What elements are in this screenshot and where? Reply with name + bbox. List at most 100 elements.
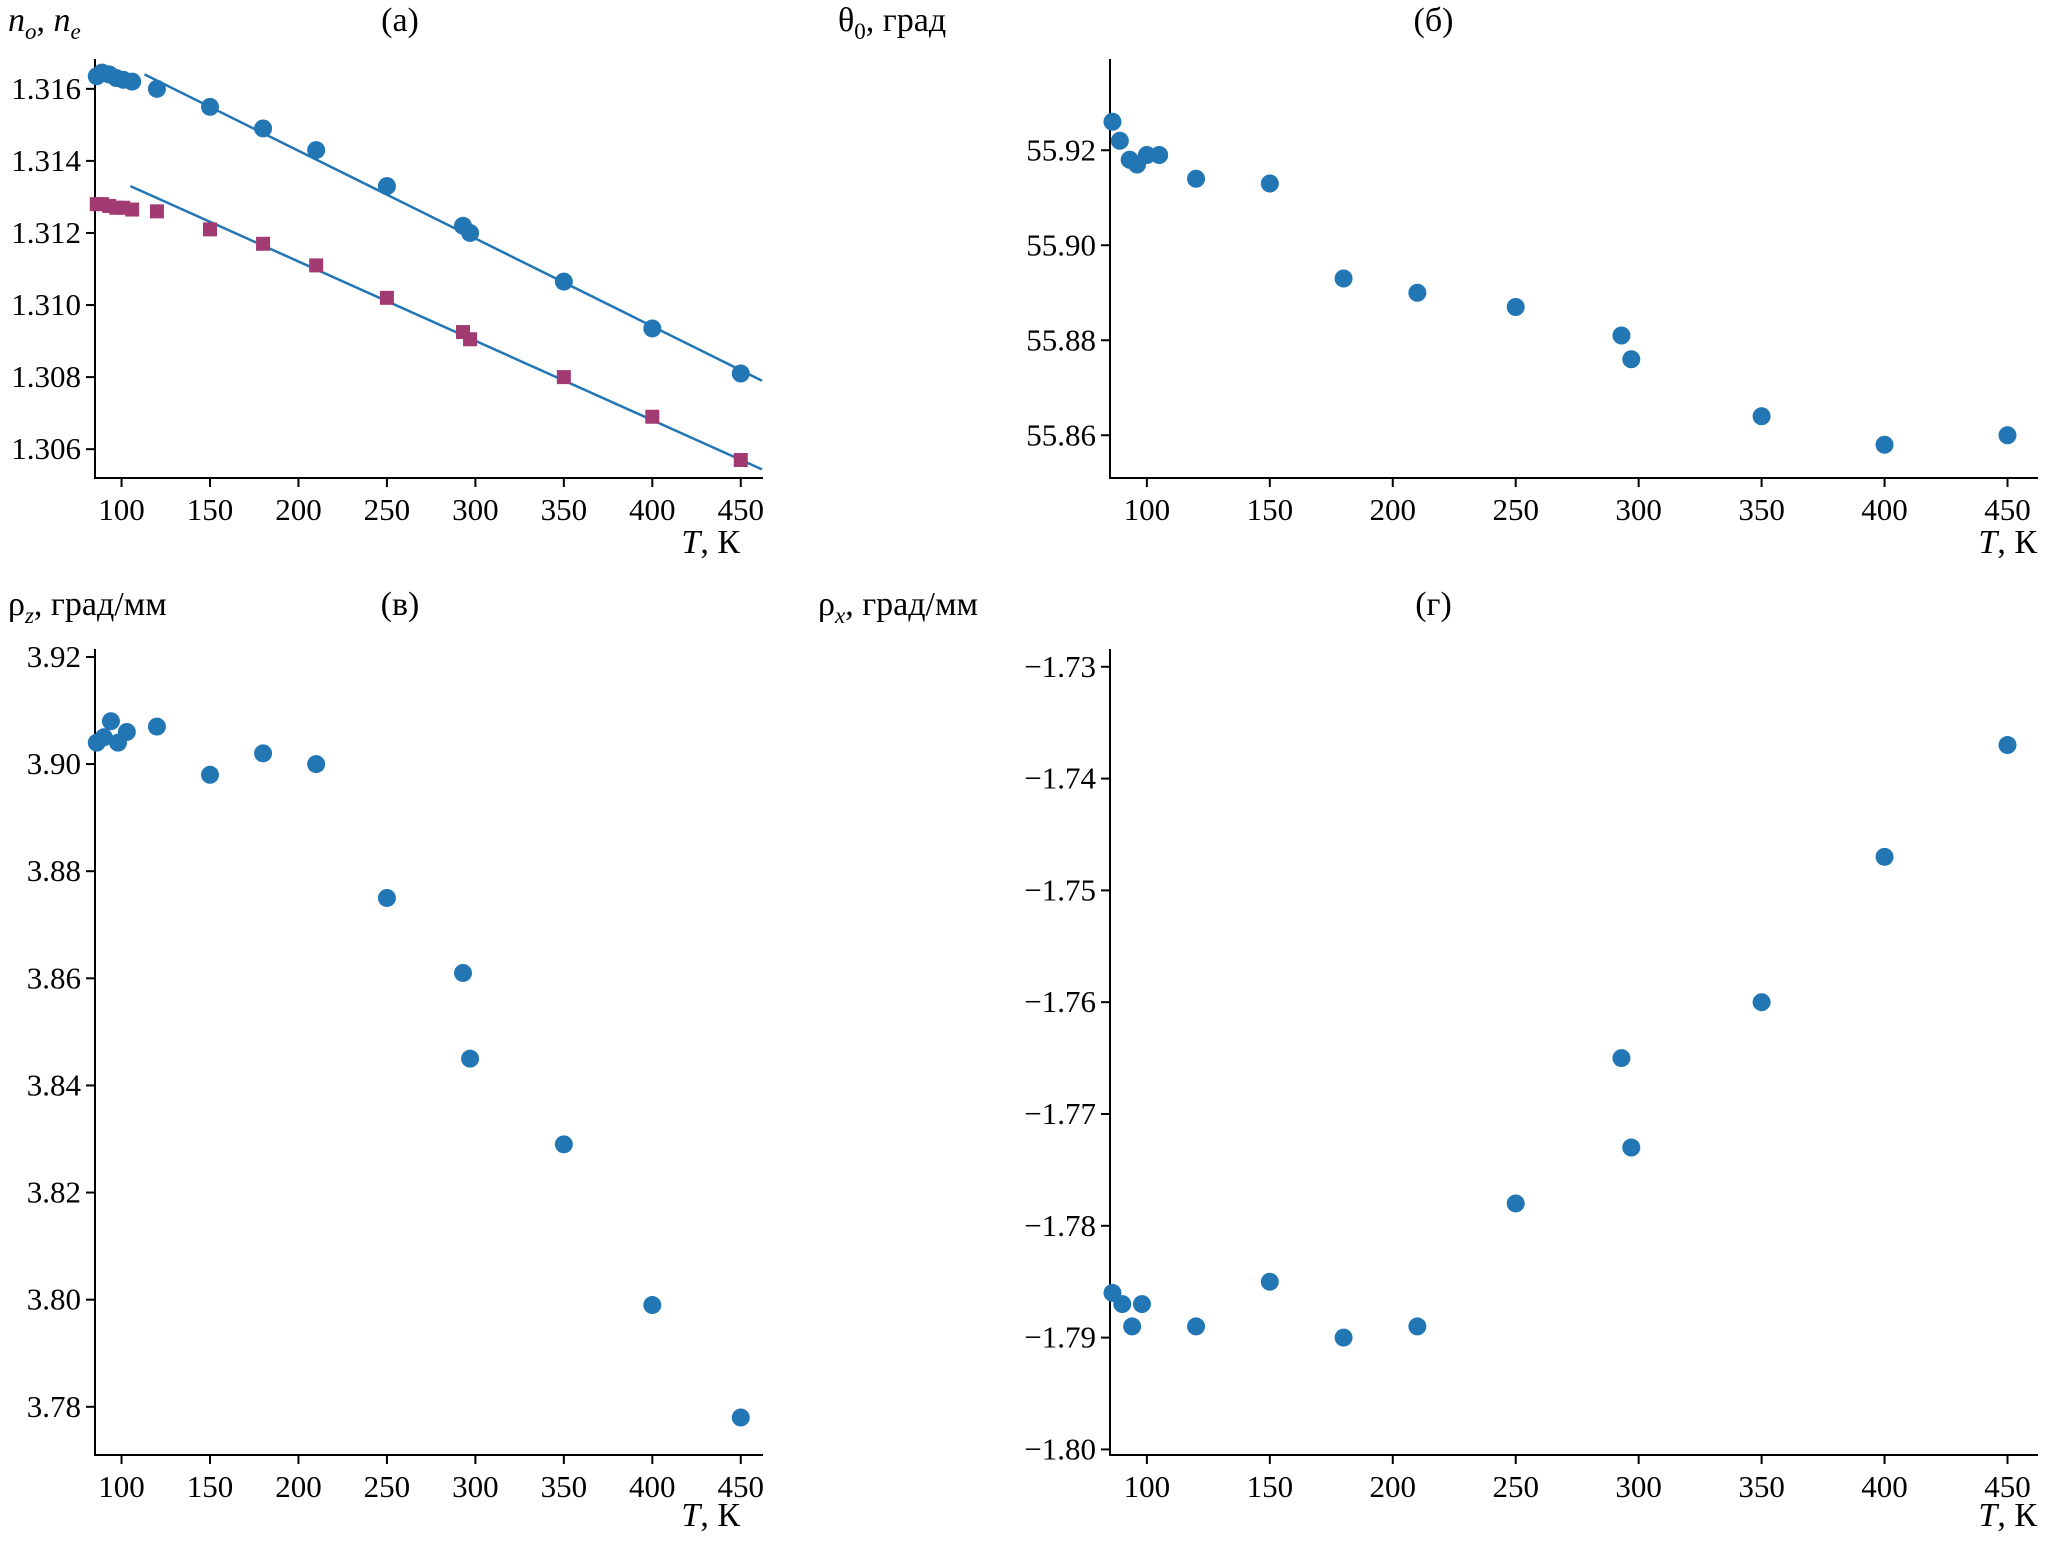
chart-panel-g: (г) ρx, град/мм T, К 100 150 200 250 300 350 4… [800, 570, 2067, 1543]
y-tick-label: 3.78 [27, 1389, 81, 1424]
y-tick-label: −1.73 [1024, 649, 1096, 684]
data-point-circle [101, 712, 120, 731]
x-tick-label: 100 [1124, 492, 1171, 527]
y-axis-label-b: θ0, град [838, 2, 947, 44]
data-point-circle [1123, 1317, 1142, 1336]
data-point-circle [554, 1135, 573, 1154]
data-point-circle [1752, 407, 1771, 426]
y-tick-label: 3.86 [27, 960, 81, 995]
y-tick-label: 55.90 [1026, 227, 1096, 262]
data-point-circle [1132, 1295, 1151, 1314]
data-point-square [733, 452, 748, 467]
data-point-circle [1150, 146, 1169, 164]
data-point-circle [731, 1408, 750, 1427]
data-point-circle [377, 177, 396, 196]
data-point-circle [94, 728, 113, 747]
data-point-circle [1187, 1317, 1206, 1336]
data-point-circle [1612, 1049, 1631, 1068]
fit-line [143, 73, 763, 382]
x-tick-label: 300 [1615, 1469, 1662, 1504]
data-point-circle [254, 744, 273, 763]
chart-panel-v: (в) ρz, град/мм T, К 100 150 200 250 300 350 4… [0, 570, 800, 1543]
y-tick-label: −1.79 [1024, 1320, 1096, 1355]
y-tick-label: 1.312 [11, 215, 81, 250]
data-point-circle [1113, 1295, 1132, 1314]
data-point-circle [1334, 269, 1353, 288]
plot-area-b: 100 150 200 250 300 350 400 450 55.86 55.88 55.90 5… [1026, 59, 2038, 527]
x-tick-label: 150 [187, 1469, 234, 1504]
data-point-circle [1622, 350, 1641, 369]
x-tick-label: 300 [452, 492, 499, 527]
x-tick-label: 350 [541, 1469, 588, 1504]
fit-line [129, 184, 763, 471]
data-point-circle [1752, 993, 1771, 1012]
data-point-circle [1998, 736, 2017, 755]
data-point-circle [643, 319, 662, 338]
data-point-square [556, 370, 571, 385]
x-tick-label: 150 [1247, 1469, 1294, 1504]
y-tick-label: 3.84 [27, 1067, 82, 1102]
y-tick-label: −1.75 [1024, 872, 1096, 907]
x-tick-label: 350 [1738, 492, 1785, 527]
y-axis-label-g: ρx, град/мм [818, 586, 978, 628]
x-tick-label: 350 [1738, 1469, 1785, 1504]
x-tick-label: 450 [718, 492, 765, 527]
data-point-square [149, 204, 164, 219]
y-tick-label: 1.306 [11, 431, 81, 466]
data-point-circle [1875, 435, 1894, 454]
data-point-circle [1612, 326, 1631, 345]
data-point-circle [201, 765, 219, 784]
y-tick-label: 1.308 [11, 359, 81, 394]
x-tick-label: 250 [1492, 1469, 1539, 1504]
y-tick-label: 55.88 [1026, 322, 1096, 357]
x-tick-label: 200 [275, 492, 322, 527]
data-point-circle [461, 223, 480, 242]
data-point-circle [461, 1049, 480, 1068]
x-tick-label: 100 [1124, 1469, 1171, 1504]
x-tick-label: 300 [1615, 492, 1662, 527]
x-tick-label: 150 [1247, 492, 1294, 527]
y-tick-label: −1.77 [1024, 1096, 1096, 1131]
data-point-circle [1408, 1317, 1427, 1336]
data-point-circle [201, 97, 219, 116]
data-point-circle [1998, 426, 2017, 445]
y-tick-label: 3.90 [27, 746, 81, 781]
data-point-circle [377, 888, 396, 907]
data-point-circle [1110, 131, 1129, 150]
data-point-square [309, 258, 324, 273]
data-point-circle [117, 722, 136, 741]
data-point-circle [254, 119, 273, 138]
panel-label-a: (а) [381, 2, 419, 39]
data-point-circle [1506, 298, 1525, 316]
data-point-circle [554, 272, 573, 291]
y-tick-label: −1.78 [1024, 1208, 1096, 1243]
x-tick-label: 450 [718, 1469, 765, 1504]
x-tick-label: 100 [98, 492, 145, 527]
panel-label-b: (б) [1413, 2, 1454, 39]
plot-area-a: 100 150 200 250 300 350 400 450 1.306 1.308 1.310 1… [11, 59, 765, 527]
y-tick-label: 55.92 [1026, 132, 1096, 167]
x-tick-label: 100 [98, 1469, 145, 1504]
x-tick-label: 200 [1370, 492, 1417, 527]
data-point-circle [147, 79, 166, 98]
x-tick-label: 350 [541, 492, 588, 527]
x-axis-label-a: T, К [681, 524, 740, 561]
x-tick-label: 250 [1492, 492, 1539, 527]
y-tick-label: 3.80 [27, 1282, 81, 1317]
y-tick-label: 1.310 [11, 287, 81, 322]
y-tick-label: 3.82 [27, 1175, 81, 1210]
y-tick-label: 1.314 [11, 143, 81, 178]
x-tick-label: 400 [1861, 492, 1908, 527]
chart-panel-a: (а) no, ne T, К 100 150 200 250 300 350 400 450… [0, 0, 800, 570]
y-tick-label: −1.76 [1024, 984, 1096, 1019]
data-point-circle [454, 963, 472, 982]
data-point-circle [307, 755, 326, 774]
data-point-square [379, 290, 394, 305]
x-tick-label: 300 [452, 1469, 499, 1504]
plot-area-g: 100 150 200 250 300 350 400 450 −1.80 −1.79 −1.78 −… [1024, 649, 2038, 1504]
y-tick-label: 55.86 [1026, 417, 1096, 452]
y-axis-label-a: no, ne [8, 2, 81, 44]
data-point-circle [1103, 112, 1122, 131]
panel-label-g: (г) [1415, 586, 1452, 623]
